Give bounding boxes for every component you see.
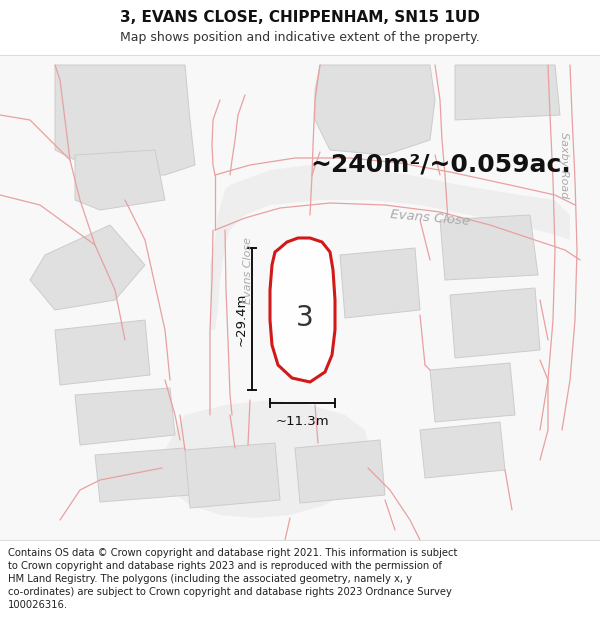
Text: ~240m²/~0.059ac.: ~240m²/~0.059ac. (310, 153, 571, 177)
Text: 3, EVANS CLOSE, CHIPPENHAM, SN15 1UD: 3, EVANS CLOSE, CHIPPENHAM, SN15 1UD (120, 9, 480, 24)
Polygon shape (420, 422, 505, 478)
Text: Contains OS data © Crown copyright and database right 2021. This information is : Contains OS data © Crown copyright and d… (8, 548, 457, 558)
Polygon shape (315, 65, 435, 155)
Polygon shape (55, 320, 150, 385)
Bar (0, 0, 600, 55)
Polygon shape (270, 238, 335, 382)
Bar (0, 55, 600, 540)
Text: Map shows position and indicative extent of the property.: Map shows position and indicative extent… (120, 31, 480, 44)
Text: 3: 3 (296, 304, 314, 332)
Polygon shape (455, 65, 560, 120)
Polygon shape (75, 388, 175, 445)
Text: Saxby Road: Saxby Road (559, 132, 569, 198)
Text: ~29.4m: ~29.4m (235, 292, 248, 346)
Polygon shape (30, 225, 145, 310)
Text: ~11.3m: ~11.3m (275, 415, 329, 428)
Polygon shape (75, 150, 165, 210)
Text: co-ordinates) are subject to Crown copyright and database rights 2023 Ordnance S: co-ordinates) are subject to Crown copyr… (8, 587, 452, 597)
Polygon shape (162, 400, 370, 518)
Polygon shape (185, 443, 280, 508)
Polygon shape (450, 288, 540, 358)
Text: to Crown copyright and database rights 2023 and is reproduced with the permissio: to Crown copyright and database rights 2… (8, 561, 442, 571)
Polygon shape (210, 165, 570, 330)
Polygon shape (295, 440, 385, 503)
Text: Evans Close: Evans Close (389, 208, 470, 228)
Text: 100026316.: 100026316. (8, 600, 68, 610)
Polygon shape (430, 363, 515, 422)
Polygon shape (95, 448, 190, 502)
Polygon shape (440, 215, 538, 280)
Polygon shape (340, 248, 420, 318)
Bar (0, 540, 600, 625)
Polygon shape (55, 65, 195, 175)
Text: Evans Close: Evans Close (243, 236, 253, 304)
Text: HM Land Registry. The polygons (including the associated geometry, namely x, y: HM Land Registry. The polygons (includin… (8, 574, 412, 584)
